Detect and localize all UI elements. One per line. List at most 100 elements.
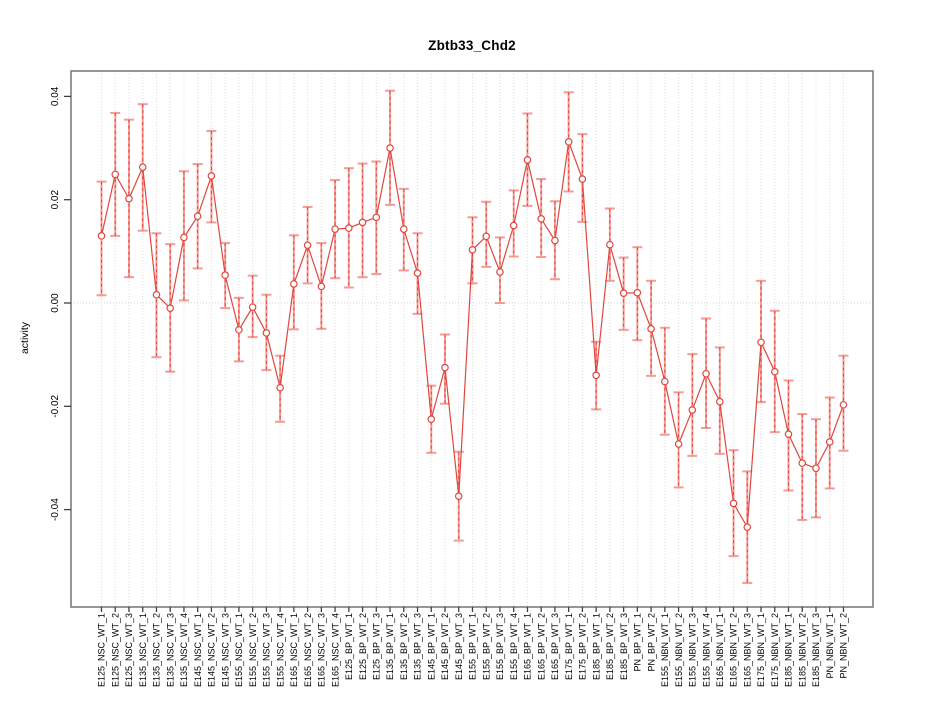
x-axis-tick-label: E155_NBN_WT_2 (674, 613, 684, 687)
x-axis-tick-label: E145_BP_WT_1 (426, 613, 436, 680)
data-point (798, 459, 807, 467)
x-axis-tick-label: E125_NSC_WT_3 (124, 613, 134, 687)
x-axis-tick-label: PN_NBN_WT_2 (839, 613, 849, 679)
y-axis-tick-label: 0.00 (50, 293, 61, 313)
data-point (372, 213, 381, 222)
x-axis-tick-label: PN_BP_WT_1 (633, 613, 643, 672)
data-point (688, 406, 697, 414)
x-axis-tick-label: E155_NBN_WT_3 (688, 613, 698, 687)
x-axis-tick-label: PN_NBN_WT_1 (825, 613, 835, 679)
data-point (399, 225, 408, 233)
x-axis-tick-label: E155_BP_WT_1 (468, 613, 478, 680)
x-axis-tick-label: E165_NSC_WT_1 (289, 613, 299, 687)
x-axis-tick-label: E145_NSC_WT_1 (193, 613, 203, 687)
data-point (235, 326, 243, 334)
data-point (606, 240, 614, 249)
data-point (729, 499, 738, 508)
x-axis-tick-label: E185_BP_WT_2 (605, 613, 615, 680)
x-axis-tick-label: E155_BP_WT_2 (481, 613, 491, 680)
data-point (784, 430, 793, 438)
x-axis-tick-label: E165_NSC_WT_3 (317, 613, 327, 687)
x-axis-tick-label: E165_BP_WT_2 (536, 613, 546, 680)
data-point (180, 233, 188, 242)
data-point (386, 144, 394, 152)
data-point (592, 371, 600, 380)
x-axis-tick-label: E155_NSC_WT_4 (275, 613, 285, 687)
data-point (619, 289, 628, 297)
x-axis-tick-label: E135_NSC_WT_1 (138, 613, 148, 687)
data-point (125, 194, 133, 203)
x-axis-tick-label: E175_NBN_WT_1 (756, 613, 766, 687)
y-axis-tick-label: 0.04 (50, 86, 61, 106)
data-point (551, 236, 559, 245)
x-axis-tick-label: E185_NBN_WT_2 (797, 613, 807, 687)
data-point (331, 225, 339, 233)
x-axis-tick-label: E175_BP_WT_2 (578, 613, 588, 680)
x-axis-tick-label: E135_BP_WT_2 (399, 613, 409, 680)
y-axis-tick-label: -0.02 (50, 394, 61, 417)
data-point (207, 172, 216, 180)
data-point (496, 268, 504, 276)
x-axis-tick-label: E145_NSC_WT_2 (207, 613, 217, 687)
data-point (812, 464, 820, 473)
x-axis-tick-label: PN_BP_WT_2 (646, 613, 656, 672)
x-axis-tick-label: E135_NSC_WT_3 (165, 613, 175, 687)
data-point (743, 523, 752, 531)
data-point (345, 224, 353, 232)
data-point (757, 338, 765, 347)
data-point (633, 288, 642, 297)
x-axis-tick-label: E155_NBN_WT_4 (701, 613, 711, 687)
data-point (138, 163, 147, 171)
data-point (317, 282, 326, 291)
x-axis-tick-label: E155_NSC_WT_2 (248, 613, 258, 687)
x-axis-tick-label: E165_BP_WT_1 (523, 613, 533, 680)
data-point (661, 377, 669, 386)
x-axis-tick-label: E175_NBN_WT_2 (770, 613, 780, 687)
data-point (97, 232, 106, 240)
x-axis-tick-label: E125_NSC_WT_1 (97, 613, 107, 687)
x-axis-tick-label: E125_BP_WT_3 (372, 613, 382, 680)
series-line (100, 141, 845, 530)
data-point (413, 269, 422, 277)
data-point (523, 156, 532, 164)
x-axis-tick-label: E165_BP_WT_3 (550, 613, 560, 680)
x-axis-tick-label: E155_BP_WT_3 (495, 613, 505, 680)
data-point (166, 304, 175, 312)
x-axis-tick-label: E145_BP_WT_2 (440, 613, 450, 680)
x-axis-tick-label: E175_BP_WT_1 (564, 613, 574, 680)
data-point (702, 369, 710, 378)
x-axis-tick-label: E185_BP_WT_3 (619, 613, 629, 680)
data-point (441, 363, 449, 372)
x-axis-tick-label: E135_BP_WT_3 (413, 613, 423, 680)
x-axis-tick-label: E135_NSC_WT_2 (152, 613, 162, 687)
x-axis-tick-label: E165_NBN_WT_2 (729, 613, 739, 687)
data-point (358, 218, 367, 227)
x-axis-tick-label: E155_BP_WT_4 (509, 613, 519, 680)
x-axis-tick-label: E125_NSC_WT_2 (110, 613, 120, 687)
x-axis-tick-label: E155_NSC_WT_3 (262, 613, 272, 687)
data-point (193, 212, 202, 221)
x-axis-tick-label: E165_NBN_WT_3 (742, 613, 752, 687)
x-axis-tick-label: E155_NBN_WT_1 (660, 613, 670, 687)
data-point (825, 438, 834, 446)
data-point (647, 325, 655, 333)
x-axis-tick-label: E125_BP_WT_1 (344, 613, 354, 680)
data-point (537, 215, 545, 223)
data-point (715, 397, 724, 406)
x-axis-tick-label: E145_NSC_WT_3 (220, 613, 230, 687)
x-axis-tick-label: E125_BP_WT_2 (358, 613, 368, 680)
data-point (839, 400, 848, 409)
data-point (564, 138, 573, 146)
x-axis-tick-label: E185_NBN_WT_3 (811, 613, 821, 687)
data-point (248, 303, 257, 311)
data-point (262, 329, 271, 337)
data-point (674, 440, 683, 448)
chart-title: Zbtb33_Chd2 (428, 38, 516, 53)
data-point (482, 232, 491, 241)
data-point (111, 170, 120, 179)
data-point (427, 415, 436, 424)
x-axis-tick-label: E165_NSC_WT_4 (330, 613, 340, 687)
data-point (276, 383, 284, 392)
